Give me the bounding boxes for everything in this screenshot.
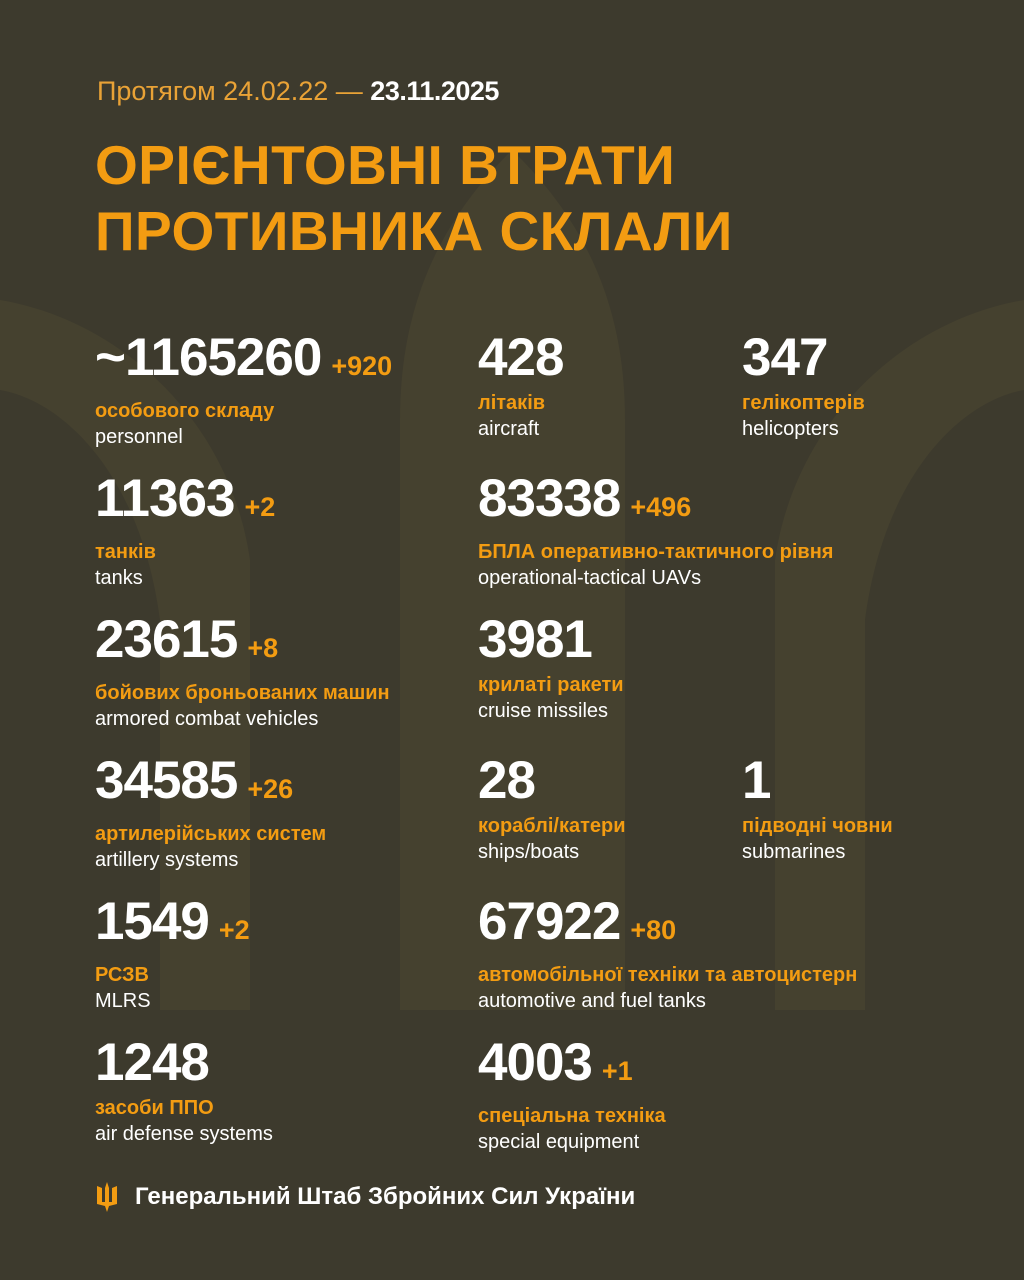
stat-label-ua: кораблі/катери [478, 815, 626, 837]
stat-label-ua: підводні човни [742, 815, 893, 837]
stat-value: 11363 +2 [95, 469, 276, 528]
page-title: ОРІЄНТОВНІ ВТРАТИ ПРОТИВНИКА СКЛАЛИ [95, 134, 733, 262]
stat-label-en: automotive and fuel tanks [478, 990, 706, 1012]
stat-label-ua: особового складу [95, 400, 275, 422]
stat-cruise-missiles: 3981 крилаті ракети cruise missiles [478, 612, 624, 723]
stat-value: 1248 [95, 1033, 210, 1092]
stat-value: 3981 [478, 610, 593, 669]
stat-label-ua: автомобільної техніки та автоцистерн [478, 964, 858, 986]
stat-label-en: MLRS [95, 990, 151, 1012]
stat-mlrs: 1549 +2 РСЗВ MLRS [95, 894, 250, 1013]
stat-value: ~1165260 +920 [95, 328, 393, 387]
stat-air-defense-systems: 1248 засоби ППО air defense systems [95, 1035, 273, 1146]
stat-helicopters: 347 гелікоптерів helicopters [742, 330, 865, 441]
stat-value: 34585 +26 [95, 751, 294, 810]
stat-label-ua: засоби ППО [95, 1097, 214, 1119]
stat-submarines: 1 підводні човни submarines [742, 753, 893, 864]
stat-tanks: 11363 +2 танків tanks [95, 471, 275, 590]
stat-delta: +26 [247, 774, 294, 804]
stat-label-ua: БПЛА оперативно-тактичного рівня [478, 541, 834, 563]
stat-special-equipment: 4003 +1 спеціальна техніка special equipmen… [478, 1035, 666, 1154]
stat-label-en: submarines [742, 841, 846, 863]
stat-delta: +920 [331, 351, 393, 381]
footer: Генеральний Штаб Збройних Сил України [95, 1182, 635, 1212]
stat-label-en: air defense systems [95, 1123, 273, 1145]
footer-text: Генеральний Штаб Збройних Сил України [135, 1183, 636, 1210]
stat-ships-boats: 28 кораблі/катери ships/boats [478, 753, 626, 864]
trident-icon [97, 1182, 117, 1212]
stat-label-ua: бойових броньованих машин [95, 682, 390, 704]
stat-value: 4003 +1 [478, 1033, 633, 1092]
stat-value: 83338 +496 [478, 469, 692, 528]
stat-label-ua: спеціальна техніка [478, 1105, 666, 1127]
stat-delta: +496 [630, 492, 692, 522]
stat-delta: +2 [244, 492, 276, 522]
stat-aircraft: 428 літаків aircraft [478, 328, 564, 441]
stat-label-ua: гелікоптерів [742, 392, 865, 414]
stat-delta: +1 [601, 1056, 633, 1086]
stat-label-en: helicopters [742, 418, 839, 440]
stat-value: 428 [478, 328, 564, 387]
stat-label-en: operational-tactical UAVs [478, 567, 702, 589]
stat-value: 347 [742, 328, 828, 387]
stat-delta: +8 [247, 633, 279, 663]
stat-label-ua: РСЗВ [95, 964, 149, 986]
stat-value: 67922 +80 [478, 892, 677, 951]
stat-armored-combat-vehicles: 23615 +8 бойових броньованих машин armored … [95, 612, 390, 731]
stat-automotive-and-fuel-tanks: 67922 +80 автомобільної техніки та автоцис… [478, 894, 857, 1013]
stat-label-en: personnel [95, 426, 183, 448]
stat-label-en: armored combat vehicles [95, 708, 319, 730]
stat-value: 1549 +2 [95, 892, 250, 951]
stat-delta: +80 [630, 915, 677, 945]
stat-label-en: cruise missiles [478, 700, 609, 722]
stat-label-ua: танків [95, 541, 156, 563]
stat-personnel: ~1165260 +920 особового складу personnel [95, 330, 392, 449]
stat-label-ua: крилаті ракети [478, 674, 624, 696]
stat-label-en: special equipment [478, 1131, 640, 1153]
stat-value: 1 [742, 751, 772, 810]
stat-operational-tactical-uavs: 83338 +496 БПЛА оперативно-тактичного рівн… [478, 471, 833, 590]
stat-label-ua: літаків [478, 392, 546, 414]
stat-artillery-systems: 34585 +26 артилерійських систем artillery s… [95, 753, 326, 872]
stat-value: 23615 +8 [95, 610, 279, 669]
stat-label-en: tanks [95, 567, 143, 589]
stat-delta: +2 [218, 915, 250, 945]
stat-value: 28 [478, 751, 536, 810]
stat-label-en: aircraft [478, 418, 540, 440]
period: Протягом 24.02.22 — 23.11.2025 [97, 76, 499, 106]
stat-label-en: artillery systems [95, 849, 239, 871]
stat-label-en: ships/boats [478, 841, 580, 863]
stat-label-ua: артилерійських систем [95, 823, 327, 845]
